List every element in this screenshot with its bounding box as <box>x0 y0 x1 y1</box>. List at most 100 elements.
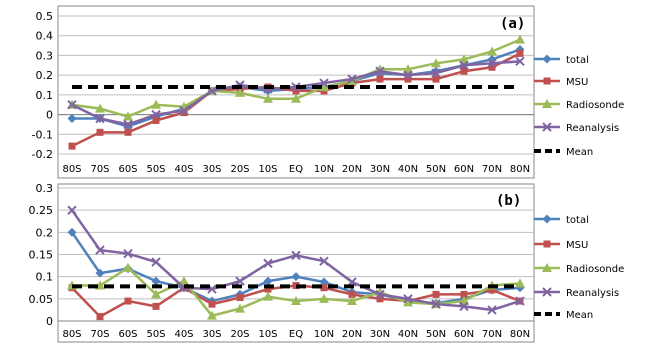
x-tick-label: 50S <box>146 329 165 340</box>
data-point <box>263 258 273 269</box>
y-tick-label: 0.15 <box>29 249 54 262</box>
x-tick-label: 80N <box>510 164 530 175</box>
data-point <box>235 276 245 286</box>
data-point <box>151 276 161 286</box>
data-point <box>459 60 469 70</box>
legend-entry: Mean <box>534 310 593 321</box>
series-total <box>67 227 525 308</box>
legend-marker <box>542 122 552 132</box>
legend-entry: total <box>534 54 589 66</box>
legend-marker <box>543 240 551 248</box>
data-point <box>96 128 104 136</box>
data-point <box>152 302 160 310</box>
x-tick-label: 80S <box>62 164 81 175</box>
y-tick-label: 0.1 <box>36 271 54 284</box>
data-point <box>291 296 301 306</box>
data-point <box>95 245 105 255</box>
legend-label: Mean <box>566 147 593 158</box>
data-point <box>375 66 385 76</box>
legend-entry: Radiosonde <box>534 99 624 111</box>
x-tick-label: 70S <box>90 164 109 175</box>
data-point <box>67 114 77 124</box>
panel-label: (b) <box>496 193 521 209</box>
data-point <box>235 87 245 97</box>
data-point <box>487 46 497 56</box>
data-point <box>431 299 441 309</box>
legend-marker <box>542 263 552 272</box>
data-point <box>123 248 133 259</box>
x-tick-label: 30S <box>202 329 221 340</box>
legend-marker <box>542 214 552 224</box>
y-tick-label: 0.1 <box>36 89 54 102</box>
plot-frame <box>57 5 535 179</box>
data-point <box>376 295 384 303</box>
data-point <box>319 277 329 287</box>
x-tick-label: 30N <box>370 164 390 175</box>
x-tick-label: 50N <box>426 329 446 340</box>
legend-label: Mean <box>566 310 593 321</box>
data-point <box>319 256 329 266</box>
panel-label: (a) <box>500 16 525 32</box>
legend-label: Radiosonde <box>566 100 624 111</box>
data-point <box>347 296 357 306</box>
chart-panel-1: -0.2 -0.1 0 0.1 0.2 0.3 0.4 0.5 80S 70S 60S 50S 40S 3… <box>32 5 624 179</box>
x-tick-label: 30S <box>202 164 221 175</box>
y-tick-label: 0.2 <box>36 226 54 239</box>
data-point <box>515 278 525 288</box>
x-tick-label: 10S <box>258 329 277 340</box>
data-point <box>123 111 133 121</box>
data-point <box>67 205 77 215</box>
x-tick-label: 60S <box>118 329 137 340</box>
data-point <box>347 74 357 84</box>
legend-entry: Reanalysis <box>534 287 619 299</box>
legend-marker <box>543 77 551 85</box>
y-tick-label: 0.05 <box>29 293 54 306</box>
y-tick-label: 0.4 <box>36 30 54 43</box>
data-point <box>348 290 356 298</box>
data-point <box>263 291 273 301</box>
x-tick-label: 60S <box>118 164 137 175</box>
data-point <box>207 310 217 320</box>
legend-marker <box>542 54 552 64</box>
data-point <box>264 285 272 293</box>
legend-label: total <box>566 55 589 66</box>
data-point <box>180 109 188 117</box>
legend-entry: total <box>534 214 589 226</box>
legend-entry: Radiosonde <box>534 263 624 275</box>
data-point <box>376 75 384 83</box>
data-point <box>292 87 300 95</box>
data-point <box>515 34 525 44</box>
data-point <box>432 75 440 83</box>
data-point <box>151 109 161 120</box>
legend-label: Reanalysis <box>566 288 619 299</box>
x-tick-label: 60N <box>454 164 474 175</box>
x-tick-label: 20N <box>342 164 362 175</box>
data-point <box>488 63 496 71</box>
data-point <box>515 56 525 67</box>
y-tick-label: 0.3 <box>36 182 54 195</box>
series-radiosonde <box>67 34 525 121</box>
x-tick-label: 40N <box>398 164 418 175</box>
data-point <box>516 49 524 57</box>
x-tick-label: 70N <box>482 164 502 175</box>
x-tick-label: EQ <box>289 329 303 340</box>
data-point <box>263 93 273 103</box>
legend-label: Radiosonde <box>566 264 624 275</box>
y-tick-label: 0.25 <box>29 204 54 217</box>
legend-entry: Reanalysis <box>534 122 619 134</box>
data-point <box>319 293 329 303</box>
data-point <box>403 64 413 74</box>
legend-entry: MSU <box>534 240 588 251</box>
data-point <box>459 301 469 312</box>
series-line <box>71 38 521 118</box>
y-tick-label: 0.5 <box>36 10 54 23</box>
x-tick-label: 40N <box>398 329 418 340</box>
x-tick-label: 10S <box>258 164 277 175</box>
data-point <box>179 105 189 116</box>
data-point <box>152 116 160 124</box>
x-tick-label: 30N <box>370 329 390 340</box>
legend-entry: MSU <box>534 77 588 88</box>
data-point <box>235 303 245 313</box>
x-tick-label: 50N <box>426 164 446 175</box>
